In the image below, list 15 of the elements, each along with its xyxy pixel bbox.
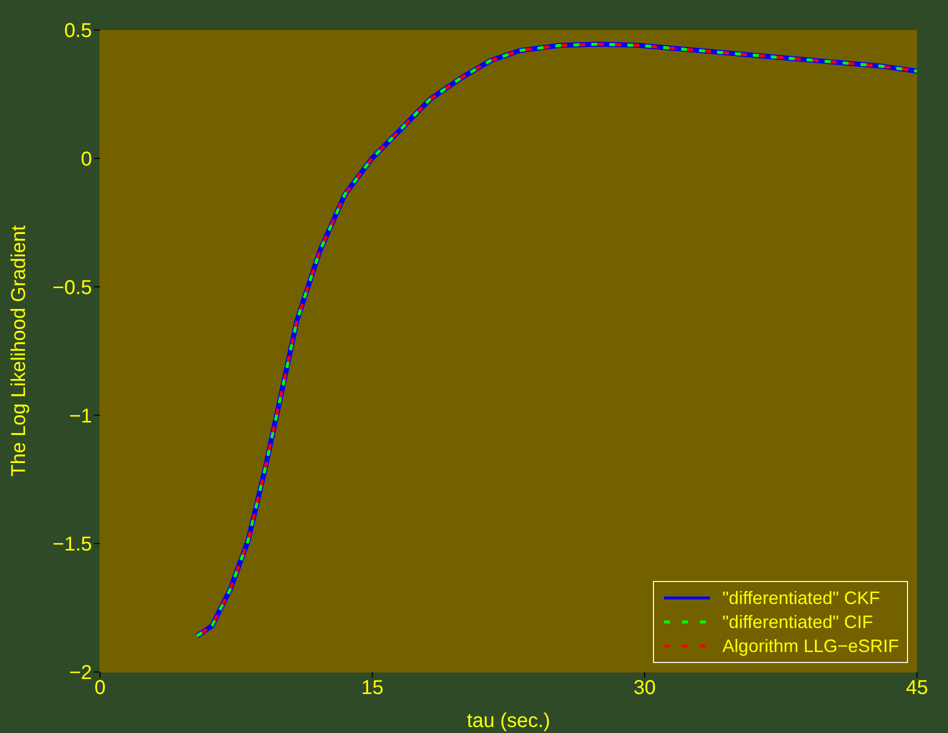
- y-tick-label: 0.5: [64, 20, 92, 42]
- legend-label: "differentiated" CKF: [722, 588, 880, 608]
- y-tick-label: −1: [69, 405, 92, 428]
- y-tick-label: 0: [80, 148, 92, 170]
- legend-label: Algorithm LLG−eSRIF: [722, 636, 899, 656]
- x-tick-label: 15: [361, 677, 384, 700]
- y-axis-title: The Log Likelihood Gradient: [8, 224, 30, 477]
- y-tick-label: −2: [69, 662, 92, 684]
- legend-label: "differentiated" CIF: [722, 612, 873, 632]
- x-tick-label: 0: [94, 677, 106, 700]
- y-tick-label: −0.5: [52, 276, 92, 299]
- x-axis-title: tau (sec.): [466, 710, 550, 732]
- y-tick-label: −1.5: [52, 534, 92, 556]
- x-tick-label: 30: [634, 677, 656, 700]
- x-tick-label: 45: [906, 677, 928, 700]
